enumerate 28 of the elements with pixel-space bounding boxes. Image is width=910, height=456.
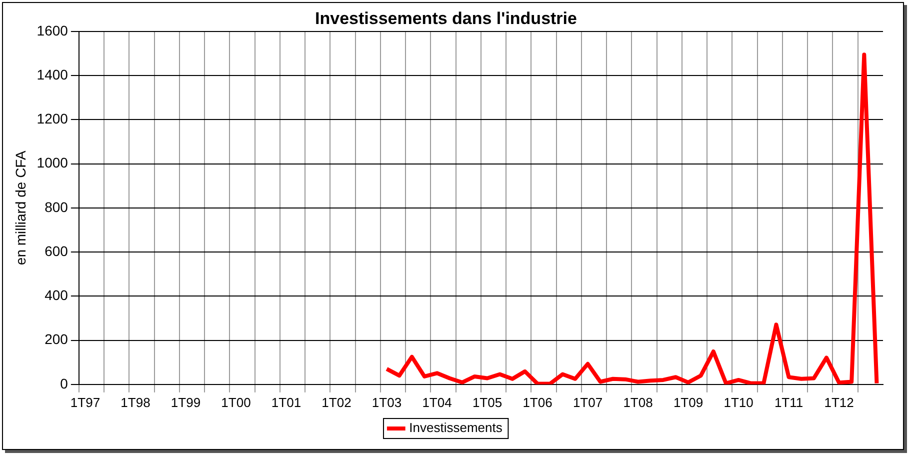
x-tick-label: 1T11 — [774, 394, 804, 410]
x-tick-label: 1T04 — [422, 394, 452, 410]
y-tick-label: 400 — [44, 287, 68, 304]
y-axis-title: en milliard de CFA — [12, 150, 28, 266]
y-tick-label: 1000 — [36, 154, 68, 171]
x-tick-label: 1T05 — [472, 394, 502, 410]
legend-label: Investissements — [409, 420, 503, 436]
y-tick-label: 1400 — [36, 66, 68, 82]
x-tick-label: 1T99 — [170, 394, 201, 410]
y-tick-label: 1200 — [36, 110, 68, 127]
x-tick-label: 1T10 — [724, 394, 754, 410]
x-tick-label: 1T98 — [120, 394, 150, 410]
x-tick-label: 1T02 — [322, 394, 352, 410]
y-tick-label: 1600 — [36, 22, 68, 38]
x-tick-label: 1T01 — [271, 394, 302, 410]
x-tick-label: 1T03 — [372, 394, 402, 410]
x-tick-label: 1T12 — [824, 394, 854, 410]
x-tick-label: 1T08 — [623, 394, 653, 410]
x-tick-label: 1T06 — [522, 394, 552, 410]
x-tick-label: 1T09 — [673, 394, 704, 410]
x-tick-label: 1T07 — [572, 394, 603, 410]
y-tick-label: 600 — [44, 242, 68, 259]
x-tick-label: 1T00 — [221, 394, 251, 410]
x-tick-label: 1T97 — [70, 394, 100, 410]
y-tick-label: 0 — [60, 375, 68, 392]
chart-title: Investissements dans l'industrie — [315, 8, 577, 28]
y-tick-label: 200 — [44, 331, 68, 348]
y-tick-label: 800 — [44, 198, 68, 215]
